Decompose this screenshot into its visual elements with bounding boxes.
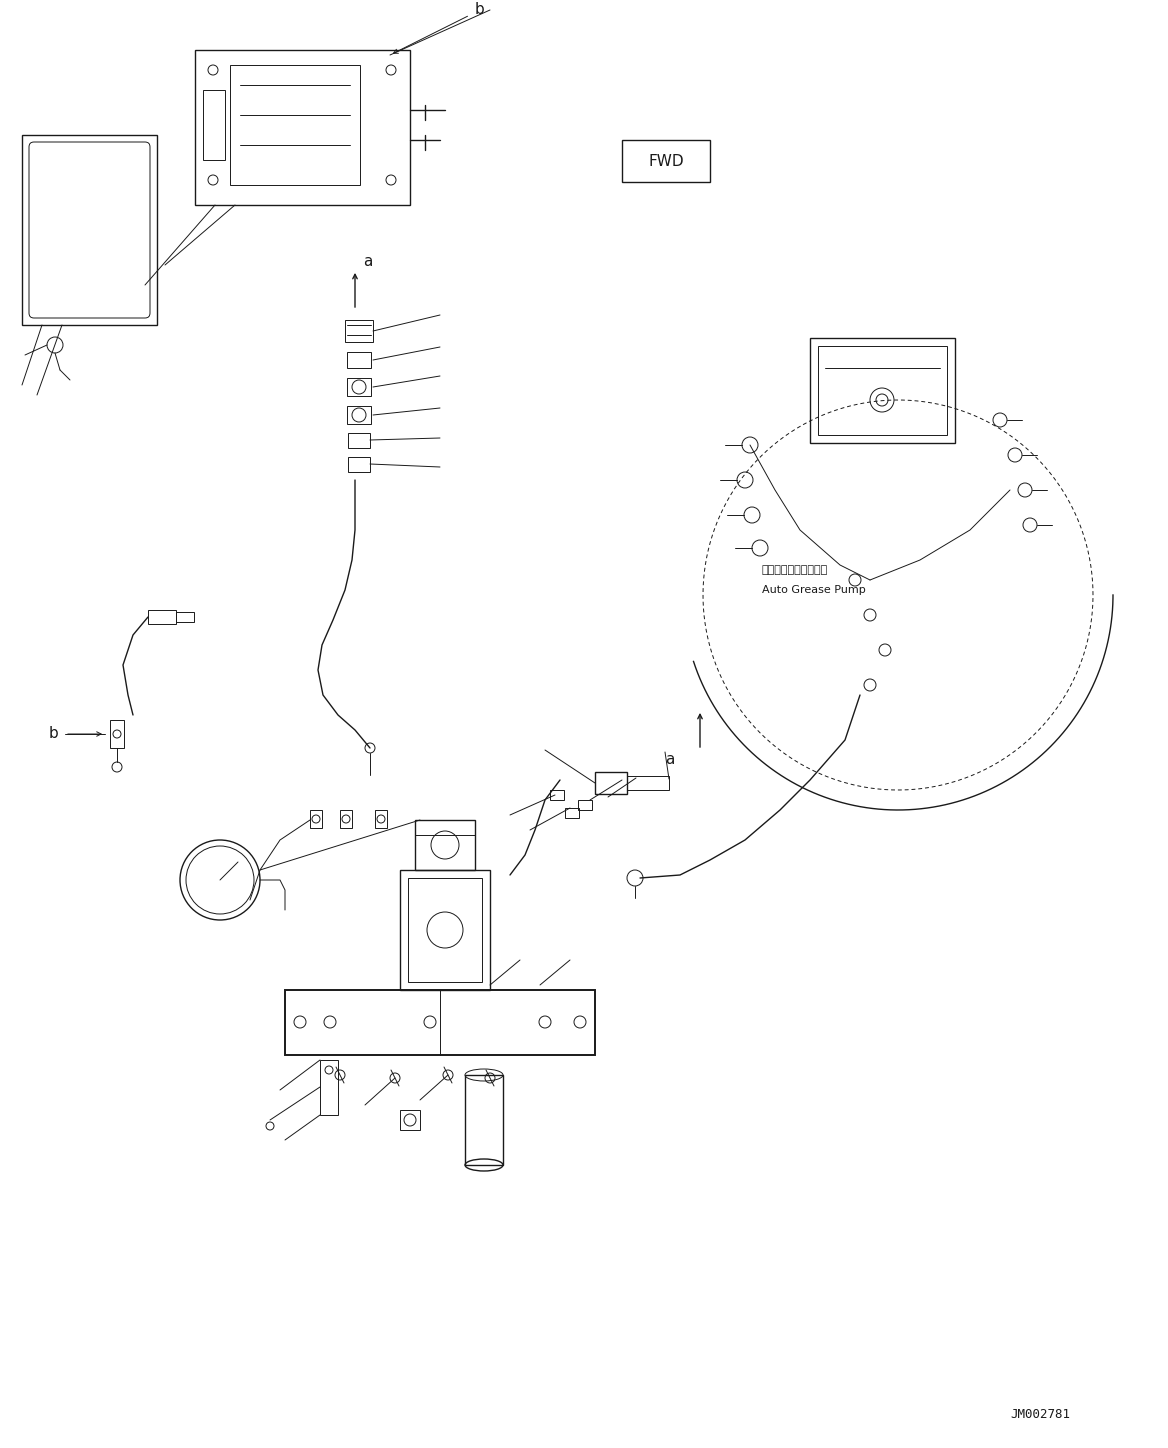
Text: a: a xyxy=(363,255,373,269)
Text: FWD: FWD xyxy=(648,153,683,168)
Bar xyxy=(550,791,564,799)
Bar xyxy=(818,346,947,434)
Text: a: a xyxy=(666,753,675,767)
Bar xyxy=(195,51,410,206)
Bar xyxy=(595,772,627,794)
Bar xyxy=(465,1074,503,1166)
Bar xyxy=(310,809,322,828)
Bar xyxy=(578,799,592,809)
Bar xyxy=(415,820,475,870)
Text: Auto Grease Pump: Auto Grease Pump xyxy=(762,585,865,595)
Bar xyxy=(408,877,482,982)
Bar xyxy=(347,378,371,395)
Bar xyxy=(347,352,371,368)
Bar xyxy=(348,458,370,472)
Bar xyxy=(285,990,595,1056)
Bar xyxy=(230,65,360,185)
Bar xyxy=(623,140,710,182)
Text: b: b xyxy=(48,727,58,741)
Bar xyxy=(627,776,669,791)
Text: JM002781: JM002781 xyxy=(1010,1409,1070,1422)
Bar xyxy=(348,433,370,447)
Bar xyxy=(320,1060,338,1115)
Bar xyxy=(148,610,176,624)
Bar xyxy=(110,720,124,749)
Bar xyxy=(345,320,373,342)
Bar xyxy=(375,809,387,828)
Bar xyxy=(176,613,194,623)
Bar xyxy=(347,405,371,424)
Bar xyxy=(340,809,352,828)
Bar xyxy=(22,135,157,324)
Text: オートグリースポンプ: オートグリースポンプ xyxy=(762,565,828,575)
Bar xyxy=(809,337,955,443)
Bar xyxy=(203,90,225,159)
Text: b: b xyxy=(475,3,485,17)
Bar xyxy=(565,808,579,818)
Bar xyxy=(399,1111,420,1129)
Bar xyxy=(399,870,491,990)
